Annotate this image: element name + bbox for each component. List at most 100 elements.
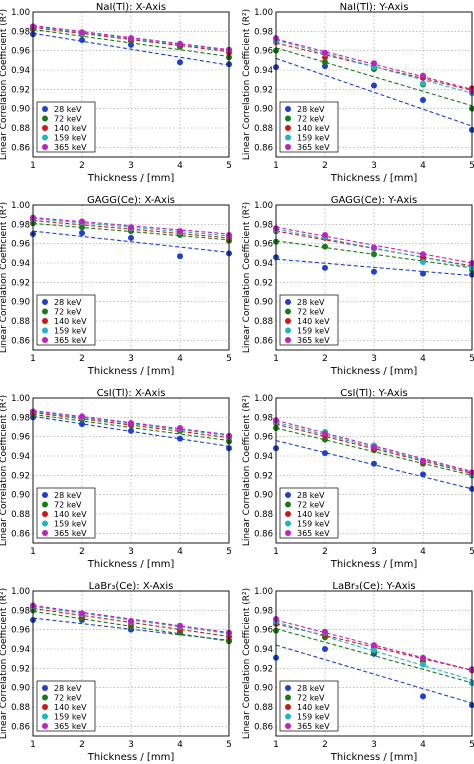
y-tick-label: 0.94 xyxy=(11,645,30,655)
axes-frame xyxy=(275,11,473,158)
x-tick-label: 3 xyxy=(128,161,134,171)
x-tick-label: 1 xyxy=(30,740,36,750)
x-tick-label: 2 xyxy=(79,740,85,750)
legend-marker xyxy=(42,327,48,334)
data-point xyxy=(420,661,426,668)
y-axis-label: Linear Correlation Coefficient (R²) xyxy=(242,395,252,546)
y-tick-label: 1.00 xyxy=(254,8,273,18)
legend-label: 140 keV xyxy=(297,703,330,712)
subplot-title: LaBr₃(Ce): Y-Axis xyxy=(332,581,415,592)
data-point xyxy=(128,427,134,434)
legend-marker xyxy=(42,704,48,710)
data-point xyxy=(322,243,328,250)
x-axis-label: Thickness / [mm] xyxy=(330,559,418,570)
y-tick-label: 0.94 xyxy=(254,66,273,76)
data-point xyxy=(128,234,134,241)
x-tick-label: 4 xyxy=(420,740,426,750)
legend-label: 140 keV xyxy=(54,124,87,133)
y-tick-label: 0.90 xyxy=(254,491,273,501)
y-tick-label: 0.94 xyxy=(11,66,30,76)
legend-label: 159 keV xyxy=(54,327,87,336)
subplot-title: LaBr₃(Ce): X-Axis xyxy=(89,581,174,592)
legend-label: 140 keV xyxy=(54,703,87,712)
legend-marker xyxy=(285,685,291,691)
subplot-3: 1 2 3 4 5 0.86 0.88 0.90 0.92 0.94 0.96 0.98 1.00 GAG… xyxy=(0,195,232,377)
legend-label: 72 keV xyxy=(54,501,82,510)
data-point xyxy=(469,485,474,492)
y-tick-label: 0.98 xyxy=(11,27,30,37)
data-point xyxy=(177,40,183,47)
x-axis-label: Thickness / [mm] xyxy=(87,752,175,763)
x-axis-label: Thickness / [mm] xyxy=(330,752,418,763)
y-tick-label: 0.92 xyxy=(11,471,30,481)
data-point xyxy=(177,253,183,260)
data-point xyxy=(420,80,426,87)
y-tick-label: 0.98 xyxy=(11,606,30,616)
y-tick-label: 0.92 xyxy=(254,471,273,481)
x-tick-label: 1 xyxy=(30,161,36,171)
y-tick-label: 0.90 xyxy=(11,105,30,115)
legend-marker xyxy=(42,685,48,691)
y-tick-label: 0.96 xyxy=(254,240,273,250)
y-axis-label: Linear Correlation Coefficient (R²) xyxy=(0,202,9,353)
x-tick-label: 5 xyxy=(226,547,232,557)
y-tick-label: 1.00 xyxy=(254,587,273,597)
data-point xyxy=(79,218,85,225)
y-tick-label: 0.92 xyxy=(254,664,273,674)
x-tick-label: 4 xyxy=(177,740,183,750)
y-tick-label: 0.88 xyxy=(11,317,30,327)
data-point xyxy=(79,421,85,428)
data-point xyxy=(420,270,426,277)
x-tick-label: 1 xyxy=(273,547,279,557)
y-tick-label: 0.96 xyxy=(11,433,30,443)
data-point xyxy=(469,702,474,709)
x-tick-label: 3 xyxy=(371,354,377,364)
y-tick-label: 0.98 xyxy=(11,220,30,230)
x-tick-label: 5 xyxy=(469,354,474,364)
x-tick-label: 5 xyxy=(226,161,232,171)
legend-label: 365 keV xyxy=(54,529,87,538)
x-tick-label: 5 xyxy=(226,354,232,364)
data-point xyxy=(371,642,377,649)
data-point xyxy=(322,450,328,457)
data-point xyxy=(79,230,85,237)
x-tick-label: 2 xyxy=(79,161,85,171)
x-tick-label: 4 xyxy=(177,354,183,364)
y-axis-label: Linear Correlation Coefficient (R²) xyxy=(0,395,9,546)
legend-label: 28 keV xyxy=(297,298,325,307)
y-tick-label: 0.88 xyxy=(11,703,30,713)
legend-label: 28 keV xyxy=(297,684,325,693)
data-point xyxy=(469,260,474,266)
data-point xyxy=(420,96,426,103)
legend-marker xyxy=(42,134,48,141)
data-point xyxy=(371,244,377,251)
data-point xyxy=(420,654,426,661)
y-tick-label: 1.00 xyxy=(11,394,30,404)
x-tick-label: 2 xyxy=(322,354,328,364)
legend-label: 365 keV xyxy=(54,722,87,731)
legend-label: 365 keV xyxy=(54,143,87,152)
data-point xyxy=(469,679,474,686)
legend-label: 72 keV xyxy=(54,115,82,124)
data-point xyxy=(322,231,328,238)
legend-label: 365 keV xyxy=(297,529,330,538)
x-tick-label: 2 xyxy=(322,161,328,171)
legend-label: 28 keV xyxy=(54,684,82,693)
data-point xyxy=(420,471,426,478)
legend-marker xyxy=(285,530,291,536)
legend-marker xyxy=(42,511,48,517)
legend-marker xyxy=(42,694,48,701)
data-point xyxy=(469,264,474,271)
fit-line xyxy=(275,628,473,684)
axes-frame xyxy=(32,204,230,351)
legend-marker xyxy=(285,308,291,315)
data-point xyxy=(79,413,85,420)
subplot-title: GAGG(Ce): X-Axis xyxy=(87,195,175,206)
x-tick-label: 1 xyxy=(273,161,279,171)
legend-marker xyxy=(42,115,48,122)
x-axis-label: Thickness / [mm] xyxy=(87,173,175,184)
legend-label: 159 keV xyxy=(54,520,87,529)
axes-frame xyxy=(32,397,230,544)
y-tick-label: 0.96 xyxy=(11,240,30,250)
